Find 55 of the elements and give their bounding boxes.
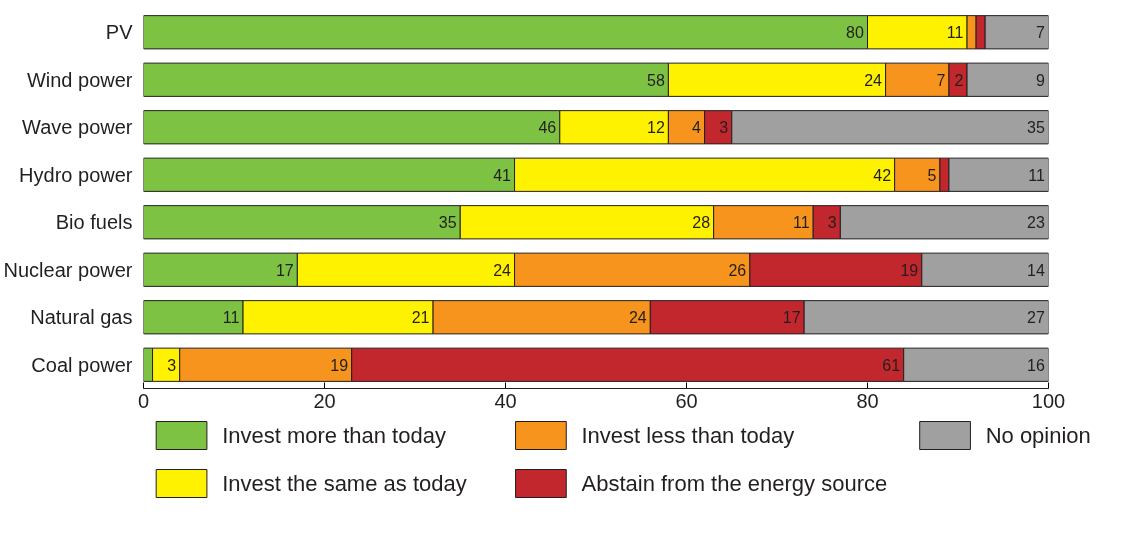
x-tick-label: 80 <box>856 389 879 412</box>
data-label: 21 <box>411 309 430 327</box>
data-label: 19 <box>900 261 919 279</box>
data-label: 11 <box>946 24 964 42</box>
data-label: 14 <box>1027 261 1045 279</box>
data-label: 19 <box>330 356 349 374</box>
legend-label: Invest less than today <box>581 423 795 448</box>
x-tick-label: 40 <box>494 389 517 412</box>
data-label: 41 <box>493 166 512 184</box>
data-label: 9 <box>1035 71 1045 89</box>
data-label: 5 <box>927 166 937 184</box>
data-label: 11 <box>1028 166 1045 184</box>
data-label: 80 <box>846 24 864 42</box>
data-label: 26 <box>728 261 747 279</box>
data-label: 11 <box>792 214 810 232</box>
legend-label: No opinion <box>985 423 1091 448</box>
data-label: 7 <box>1035 24 1045 42</box>
data-label: 16 <box>1027 356 1045 374</box>
data-label: 3 <box>719 119 729 137</box>
data-label: 24 <box>864 71 883 89</box>
data-label: 24 <box>493 261 512 279</box>
data-label: 17 <box>275 261 294 279</box>
data-label: 24 <box>628 309 647 327</box>
data-label: 7 <box>936 71 946 89</box>
y-tick-label: Wind power <box>26 68 133 91</box>
data-label: 23 <box>1027 214 1045 232</box>
data-label: 12 <box>646 119 665 137</box>
y-tick-label: PV <box>105 21 134 44</box>
legend-label: Abstain from the energy source <box>581 471 888 496</box>
data-label: 11 <box>222 309 240 327</box>
legend-label: Invest more than today <box>222 423 446 448</box>
y-tick-label: Bio fuels <box>55 211 133 234</box>
x-tick-label: 20 <box>313 389 336 412</box>
y-tick-label: Hydro power <box>19 163 133 186</box>
y-tick-label: Natural gas <box>30 306 133 329</box>
data-label: 2 <box>954 71 964 89</box>
data-label: 27 <box>1027 309 1045 327</box>
x-tick-label: 60 <box>675 389 698 412</box>
y-tick-label: Coal power <box>31 353 133 376</box>
x-tick-label: 100 <box>1031 389 1066 412</box>
legend-label: Invest the same as today <box>222 471 467 496</box>
data-label: 42 <box>873 166 892 184</box>
data-label: 28 <box>692 214 711 232</box>
y-tick-label: Wave power <box>22 116 133 139</box>
data-label: 61 <box>882 356 901 374</box>
y-tick-label: Nuclear power <box>3 258 133 281</box>
data-label: 17 <box>782 309 801 327</box>
data-label: 4 <box>692 119 702 137</box>
x-tick-label: 0 <box>137 389 150 412</box>
data-label: 35 <box>438 214 457 232</box>
data-label: 3 <box>167 356 177 374</box>
data-label: 58 <box>646 71 665 89</box>
data-label: 35 <box>1027 119 1045 137</box>
data-label: 46 <box>538 119 557 137</box>
data-label: 3 <box>827 214 837 232</box>
